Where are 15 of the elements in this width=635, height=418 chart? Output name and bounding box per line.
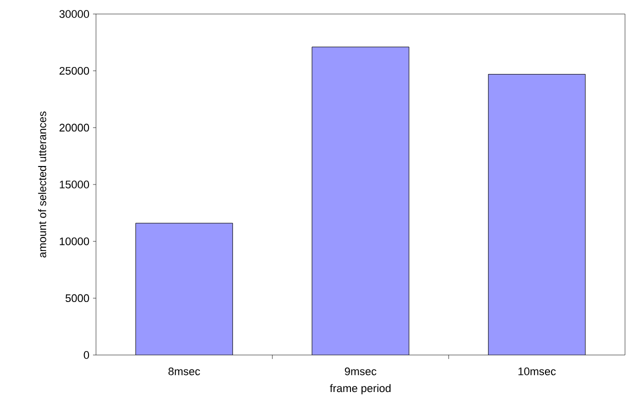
y-tick-label: 5000 bbox=[66, 294, 90, 302]
y-tick-label: 20000 bbox=[60, 124, 90, 132]
y-tick-label: 10000 bbox=[60, 237, 90, 246]
y-tick-label: 25000 bbox=[60, 66, 90, 75]
x-tick-label: 8msec bbox=[168, 367, 200, 376]
bar bbox=[312, 46, 410, 355]
y-tick-label: 15000 bbox=[60, 180, 90, 188]
x-axis-title: frame period bbox=[330, 384, 391, 394]
bar bbox=[135, 222, 233, 355]
y-axis-title: amount of selected utterances bbox=[38, 112, 46, 258]
y-tick-label: 0 bbox=[84, 351, 90, 359]
x-tick-label: 9msec bbox=[344, 367, 376, 376]
y-tick-label: 30000 bbox=[59, 10, 90, 18]
x-tick-label: 10msec bbox=[518, 367, 556, 376]
bar bbox=[488, 74, 586, 355]
